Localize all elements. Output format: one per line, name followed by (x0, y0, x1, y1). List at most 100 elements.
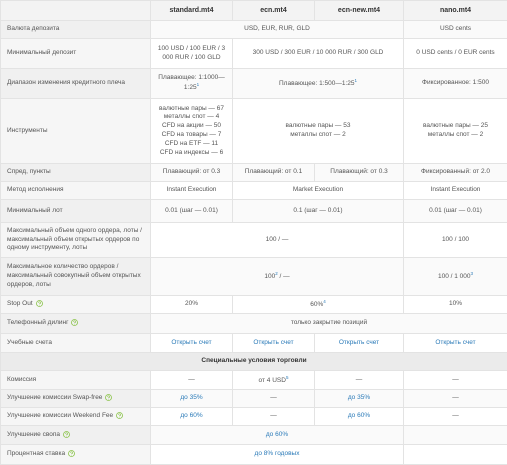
row: Процентная ставка до 8% годовых (1, 445, 507, 465)
text: Улучшение комиссии Swap-free (7, 394, 102, 401)
cell: 20% (151, 296, 233, 314)
cell: — (315, 371, 404, 390)
cell: Максимальный объем одного ордера, лоты /… (1, 223, 151, 258)
icon-glyph (38, 302, 40, 306)
text: 60% (310, 301, 323, 308)
cell: 1002 / — (151, 258, 404, 296)
cell (404, 426, 507, 445)
row: Улучшение комиссии Weekend Fee до 60% — до … (1, 408, 507, 426)
cell: 300 USD / 300 EUR / 10 000 RUR / 300 GLD (233, 39, 404, 69)
cell: Фиксированный: от 2.0 (404, 164, 507, 182)
instrument-line: валютные пары — 25 (408, 122, 503, 131)
text: 100 (264, 273, 275, 280)
cell: 0 USD cents / 0 EUR cents (404, 39, 507, 69)
instrument-line: металлы спот — 2 (237, 131, 399, 140)
link[interactable]: до 60% (180, 412, 202, 419)
cell: Плавающее: 1:1000—1:251 (151, 69, 233, 99)
row: Максимальный объем одного ордера, лоты /… (1, 223, 507, 258)
open-account-link[interactable]: Открыть счет (253, 339, 293, 346)
help-icon[interactable] (105, 394, 112, 401)
header-cell: nano.mt4 (404, 1, 507, 21)
header-cell (1, 1, 151, 21)
icon-glyph (71, 452, 73, 456)
cell: до 60% (151, 426, 404, 445)
icon-glyph (65, 432, 67, 436)
cell: 0.01 (шаг — 0.01) (151, 200, 233, 223)
help-icon[interactable] (71, 319, 78, 326)
footnote-mark: 3 (471, 271, 474, 276)
footnote-mark: 1 (197, 82, 200, 87)
cell: USD, EUR, RUR, GLD (151, 21, 404, 39)
cell: 100 USD / 100 EUR / 3 000 RUR / 100 GLD (151, 39, 233, 69)
link[interactable]: до 35% (180, 394, 202, 401)
row: Специальные условия торговли (1, 353, 507, 371)
cell: — (404, 371, 507, 390)
row: Улучшение свопа до 60% (1, 426, 507, 445)
help-icon[interactable] (63, 431, 70, 438)
cell: Плавающий: от 0.3 (151, 164, 233, 182)
cell: Инструменты (1, 99, 151, 164)
help-icon[interactable] (116, 412, 123, 419)
text: / — (278, 273, 290, 280)
text: Телефонный дилинг (7, 319, 68, 326)
cell: 60%4 (233, 296, 404, 314)
cell: Открыть счет (233, 334, 315, 353)
cell: Комиссия (1, 371, 151, 390)
footnote-mark: 4 (323, 299, 326, 304)
open-account-link[interactable]: Открыть счет (171, 339, 211, 346)
open-account-link[interactable]: Открыть счет (435, 339, 475, 346)
cell: — (233, 408, 315, 426)
cell: 100 / 100 (404, 223, 507, 258)
cell: USD cents (404, 21, 507, 39)
cell: Фиксированное: 1:500 (404, 69, 507, 99)
link[interactable]: до 60% (348, 412, 370, 419)
cell: Открыть счет (315, 334, 404, 353)
text: Улучшение комиссии Weekend Fee (7, 412, 113, 419)
cell: Market Execution (233, 182, 404, 200)
text: Процентная ставка (7, 450, 65, 457)
row: Улучшение комиссии Swap-free до 35% — до 35… (1, 390, 507, 408)
cell: Плавающий: от 0.3 (315, 164, 404, 182)
cell: Плавающий: от 0.1 (233, 164, 315, 182)
cell: — (233, 390, 315, 408)
cell: Учебные счета (1, 334, 151, 353)
help-icon[interactable] (36, 300, 43, 307)
link[interactable]: до 60% (266, 431, 288, 438)
open-account-link[interactable]: Открыть счет (339, 339, 379, 346)
text: Stop Out (7, 300, 33, 307)
help-icon[interactable] (68, 450, 75, 457)
cell: до 8% годовых (151, 445, 404, 465)
cell: Максимальное количество ордеров / максим… (1, 258, 151, 296)
text: Улучшение свопа (7, 431, 60, 438)
instrument-line: валютные пары — 53 (237, 122, 399, 131)
row: Максимальное количество ордеров / максим… (1, 258, 507, 296)
instrument-line: CFD на акции — 50 (155, 122, 228, 131)
link[interactable]: до 8% годовых (255, 450, 300, 457)
cell: только закрытие позиций (151, 314, 507, 334)
cell: — (151, 371, 233, 390)
footnote-mark: 5 (286, 375, 289, 380)
cell: до 60% (315, 408, 404, 426)
cell: — (404, 390, 507, 408)
cell: Диапазон изменения кредитного плеча (1, 69, 151, 99)
cell: 10% (404, 296, 507, 314)
text: Плавающее: 1:1000—1:25 (158, 74, 224, 92)
cell: до 60% (151, 408, 233, 426)
cell: 0.01 (шаг — 0.01) (404, 200, 507, 223)
cell: Instant Execution (151, 182, 233, 200)
link[interactable]: до 35% (348, 394, 370, 401)
cell: Телефонный дилинг (1, 314, 151, 334)
cell: Специальные условия торговли (1, 353, 507, 371)
